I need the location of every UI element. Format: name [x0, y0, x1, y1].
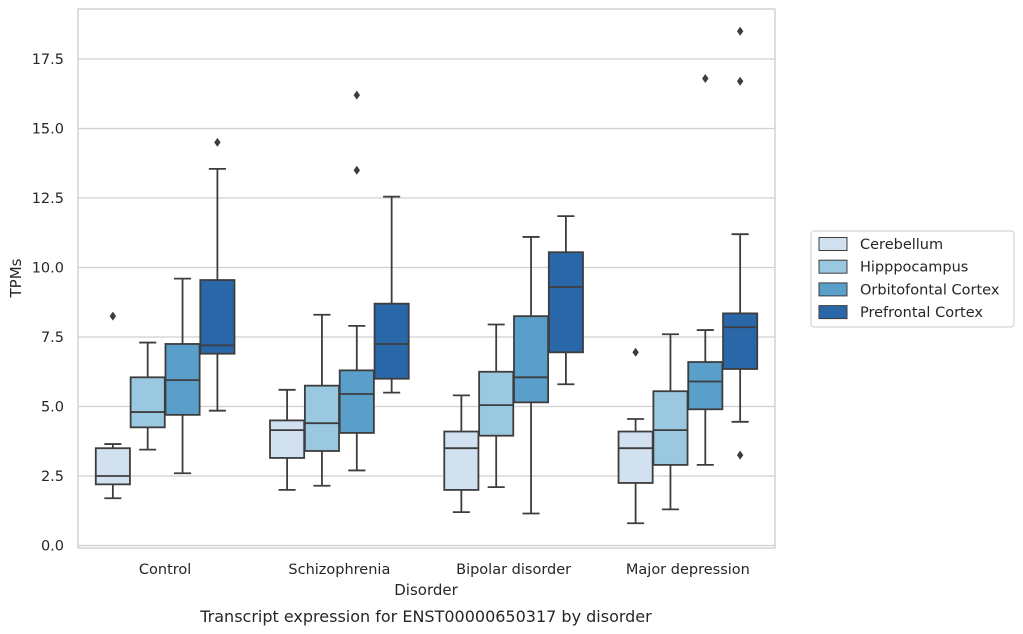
- legend-label: Orbitofontal Cortex: [860, 282, 1000, 298]
- box-group: [513, 236, 550, 515]
- legend-swatch: [818, 237, 848, 251]
- box-iqr: [269, 419, 306, 459]
- y-tick-label: 2.5: [41, 469, 64, 485]
- y-axis-label: TPMs: [7, 258, 25, 298]
- box-iqr: [443, 430, 480, 491]
- box-group: [269, 388, 306, 491]
- chart-caption: Transcript expression for ENST0000065031…: [199, 607, 652, 626]
- box-group: [443, 394, 480, 514]
- box-iqr: [373, 302, 410, 380]
- outlier-point: [632, 347, 639, 357]
- outlier-point: [736, 26, 744, 36]
- legend-label: Hipppocampus: [860, 260, 968, 276]
- plot-frame: [77, 8, 776, 549]
- box-group: [687, 73, 724, 466]
- box-iqr: [129, 376, 166, 429]
- box-iqr: [722, 312, 759, 370]
- box-iqr: [617, 430, 654, 484]
- box-group: [199, 137, 236, 412]
- box-iqr: [513, 315, 550, 404]
- outlier-point: [353, 90, 360, 100]
- x-axis-label: Disorder: [394, 581, 458, 599]
- outlier-point: [109, 311, 117, 321]
- box-group: [617, 347, 654, 525]
- legend-label: Cerebellum: [860, 237, 943, 253]
- legend-swatch: [818, 305, 848, 320]
- y-tick-label: 15.0: [32, 122, 64, 138]
- box-group: [129, 341, 166, 451]
- y-tick-label: 0.0: [41, 539, 64, 555]
- box-group: [94, 311, 131, 500]
- outlier-point: [736, 450, 744, 460]
- outlier-point: [736, 76, 744, 86]
- box-iqr: [478, 370, 515, 437]
- legend-swatch: [818, 282, 848, 297]
- legend: Cerebellum Hipppocampus Orbitofontal Corte…: [810, 230, 1015, 328]
- box-iqr: [94, 447, 131, 486]
- box-iqr: [652, 390, 689, 466]
- x-tick-labels: Control Schizophrenia Bipolar disorder Majo…: [139, 562, 750, 578]
- outlier-point: [353, 165, 360, 175]
- y-tick-labels: 0.0 2.5 5.0 7.5 10.0 12.5 15.0 17.5: [32, 52, 64, 554]
- boxes: [94, 26, 759, 525]
- y-tick-label: 5.0: [41, 400, 64, 416]
- box-iqr: [303, 384, 340, 452]
- legend-label: Prefrontal Cortex: [860, 305, 983, 321]
- box-group: [478, 323, 515, 489]
- x-tick-label: Bipolar disorder: [456, 562, 571, 578]
- box-group: [652, 333, 689, 511]
- y-tick-label: 17.5: [32, 52, 64, 68]
- outlier-point: [702, 73, 709, 83]
- box-group: [164, 277, 201, 475]
- y-tick-label: 10.0: [32, 261, 64, 277]
- box-group: [338, 90, 375, 472]
- outlier-point: [214, 137, 221, 147]
- box-iqr: [547, 251, 584, 354]
- box-group: [547, 215, 584, 386]
- x-tick-label: Major depression: [626, 562, 750, 578]
- box-iqr: [338, 369, 375, 434]
- box-group: [722, 26, 759, 460]
- box-group: [373, 195, 410, 394]
- box-iqr: [199, 279, 236, 355]
- x-tick-label: Schizophrenia: [288, 562, 390, 578]
- legend-frame: [810, 230, 1015, 328]
- legend-swatch: [818, 259, 848, 274]
- box-group: [303, 313, 340, 487]
- y-tick-label: 12.5: [32, 191, 64, 207]
- x-tick-label: Control: [139, 562, 191, 578]
- y-tick-label: 7.5: [41, 330, 64, 346]
- box-iqr: [687, 361, 724, 411]
